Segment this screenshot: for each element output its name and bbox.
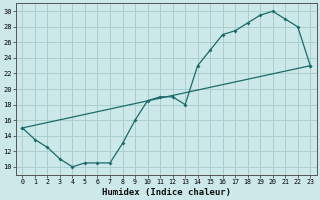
X-axis label: Humidex (Indice chaleur): Humidex (Indice chaleur)	[102, 188, 231, 197]
